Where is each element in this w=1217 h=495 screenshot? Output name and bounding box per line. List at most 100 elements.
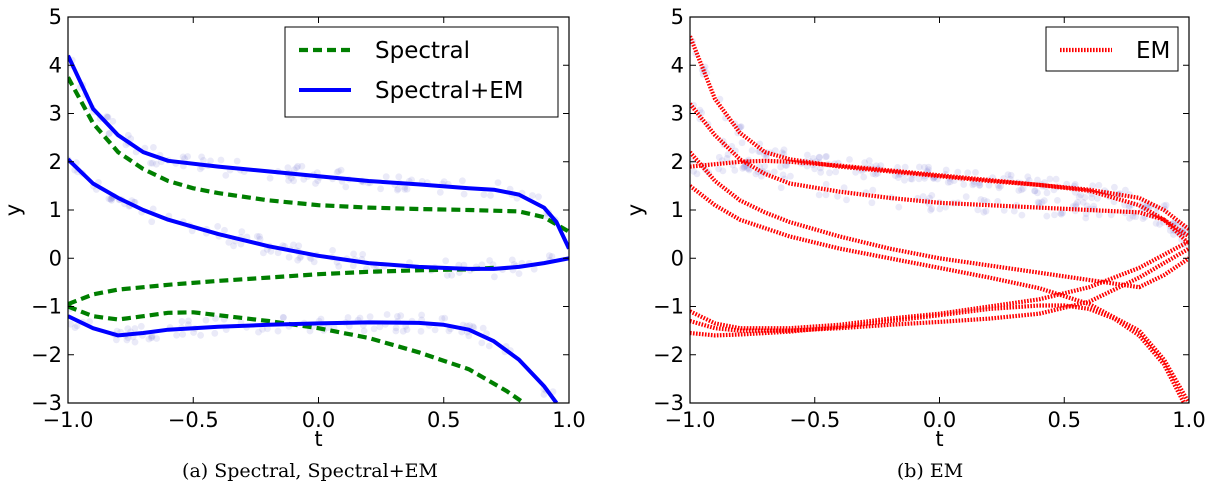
observation-point — [359, 251, 367, 258]
series-line-spectral-0 — [68, 76, 569, 234]
observation-point — [783, 161, 791, 169]
observation-point — [103, 113, 111, 121]
observation-point — [264, 325, 271, 333]
observation-point — [771, 147, 779, 155]
observation-point — [197, 331, 205, 339]
observation-point — [804, 151, 811, 159]
observation-point — [360, 327, 368, 335]
panel-b-legend: EM — [1045, 26, 1179, 72]
observation-point — [508, 256, 516, 264]
observation-point — [936, 199, 943, 206]
observation-point — [861, 159, 869, 167]
observation-point — [729, 161, 737, 169]
observation-point — [294, 162, 302, 170]
observation-point — [995, 184, 1003, 192]
observation-point — [417, 327, 425, 335]
y-tick-label: −3 — [653, 391, 684, 415]
observation-point — [1079, 199, 1087, 206]
observation-point — [438, 315, 446, 322]
observation-point — [256, 235, 264, 243]
observation-point — [150, 144, 157, 151]
observation-point — [724, 151, 732, 158]
observation-point — [465, 332, 473, 340]
observation-point — [925, 200, 933, 208]
observation-point — [921, 163, 928, 171]
series-line-spectral-em-2 — [68, 314, 559, 403]
observation-point — [202, 316, 210, 324]
observation-point — [479, 324, 487, 332]
observation-point — [1034, 176, 1041, 184]
series-line-em-7 — [690, 303, 1186, 403]
y-tick-label: 3 — [671, 102, 684, 126]
observation-point — [1129, 213, 1137, 220]
x-tick-label: 0.5 — [1048, 408, 1081, 432]
y-tick-label: 0 — [671, 246, 684, 270]
observation-point — [815, 191, 823, 199]
observation-point — [1046, 175, 1054, 183]
observation-point — [207, 157, 214, 165]
observation-point — [908, 175, 916, 183]
observation-point — [290, 241, 297, 249]
observation-point — [312, 180, 319, 187]
observation-point — [826, 169, 833, 177]
observation-point — [230, 242, 238, 250]
observation-point — [756, 148, 764, 156]
observation-point — [466, 322, 473, 329]
observation-point — [443, 272, 451, 279]
observation-point — [104, 113, 112, 121]
series-line-spectral-1 — [68, 265, 494, 307]
figure: −1.0 −0.5 0.0 0.5 1.0 −3 −2 −1 0 1 2 3 4 5 t y Spectr… — [1, 5, 1206, 451]
observation-point — [1166, 227, 1174, 234]
observation-point — [259, 325, 266, 333]
observation-point — [1031, 187, 1039, 195]
observation-point — [1075, 193, 1083, 201]
observation-point — [690, 168, 697, 175]
observation-point — [179, 153, 187, 161]
observation-point — [214, 223, 222, 230]
observation-point — [184, 153, 192, 160]
observation-point — [131, 325, 139, 332]
observation-point — [1162, 201, 1170, 209]
observation-point — [418, 311, 425, 319]
observation-point — [977, 196, 985, 203]
observation-point — [548, 253, 556, 260]
observation-point — [178, 318, 186, 325]
observation-point — [431, 326, 439, 334]
observation-point — [901, 176, 908, 184]
observation-point — [1081, 194, 1089, 201]
observation-point — [148, 333, 156, 341]
observation-point — [441, 314, 449, 322]
observation-point — [274, 327, 282, 335]
series-line-em-5 — [690, 246, 1189, 333]
observation-point — [895, 203, 903, 211]
observation-point — [843, 196, 850, 204]
x-tick-label: 0.0 — [923, 408, 956, 432]
panel-b-ticks: −1.0 −0.5 0.0 0.5 1.0 −3 −2 −1 0 1 2 3 4 5 — [653, 5, 1206, 432]
observation-point — [293, 164, 300, 172]
observation-point — [403, 326, 411, 333]
observation-point — [529, 192, 536, 199]
observation-point — [1057, 210, 1065, 217]
observation-point — [307, 255, 315, 262]
observation-point — [1069, 203, 1077, 210]
observation-point — [997, 182, 1004, 190]
observation-point — [972, 169, 979, 176]
observation-point — [530, 265, 538, 273]
observation-point — [86, 318, 93, 326]
observation-point — [300, 175, 308, 183]
observation-point — [494, 179, 502, 187]
legend-label: Spectral — [375, 38, 470, 64]
series-line-em-0 — [690, 35, 1189, 231]
observation-point — [1148, 202, 1155, 209]
observation-point — [815, 154, 823, 161]
observation-point — [722, 114, 729, 122]
observation-point — [287, 174, 295, 182]
x-tick-label: −0.5 — [168, 408, 219, 432]
observation-point — [1090, 202, 1098, 210]
observation-point — [846, 156, 853, 163]
observation-point — [200, 157, 207, 164]
observation-point — [73, 322, 81, 330]
observation-point — [442, 257, 450, 265]
observation-point — [894, 174, 902, 182]
observation-point — [392, 327, 400, 335]
